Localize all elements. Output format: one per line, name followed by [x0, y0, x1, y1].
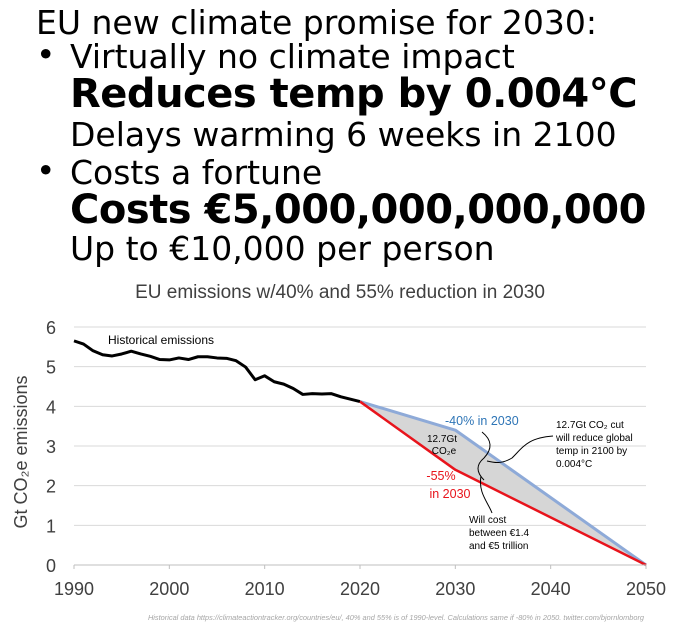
- cost-callout-line: [479, 475, 493, 514]
- bullet1-bold-claim: Reduces temp by 0.004°C: [70, 71, 638, 117]
- cut-label-line4: 0.004°C: [556, 459, 592, 470]
- x-tick-label: 2020: [340, 579, 380, 599]
- bullet-point: •: [36, 151, 56, 190]
- bullet2-heading: Costs a fortune: [70, 153, 323, 192]
- series-line-2: [359, 400, 647, 567]
- historical-label: Historical emissions: [108, 333, 214, 347]
- bullet1-subtext: Delays warming 6 weeks in 2100: [70, 115, 617, 154]
- bullet2-subtext: Up to €10,000 per person: [70, 229, 495, 268]
- bullet-point: •: [36, 35, 56, 74]
- cut-label-line2: will reduce global: [555, 433, 633, 444]
- emissions-chart: 0 1 2 3 4 5 6 1990 2000 2010 2020 2030 2040 2050 EU e…: [0, 268, 680, 626]
- x-tick-label: 2050: [626, 579, 666, 599]
- cut-label-line3: temp in 2100 by: [556, 446, 627, 457]
- cost-label-line2: between €1.4: [469, 528, 529, 539]
- gap-label-line2: CO₂e: [432, 446, 457, 457]
- y-tick-label: 2: [46, 477, 56, 497]
- y-tick-label: 3: [46, 437, 56, 457]
- chart-svg: 0 1 2 3 4 5 6 1990 2000 2010 2020 2030 2040 2050 EU e…: [11, 282, 666, 622]
- cut-label-line1: 12.7Gt CO₂ cut: [556, 420, 624, 431]
- bullet1-heading: Virtually no climate impact: [70, 37, 515, 76]
- y-tick-label: 0: [46, 556, 56, 576]
- chart-title: EU emissions w/40% and 55% reduction in …: [135, 282, 545, 303]
- x-tick-label: 1990: [54, 579, 94, 599]
- bullet2-bold-claim: Costs €5,000,000,000,000: [70, 187, 646, 233]
- cut-callout-line: [486, 435, 554, 464]
- x-tick-label: 2030: [435, 579, 475, 599]
- y-tick-label: 4: [46, 397, 56, 417]
- cost-label-line3: and €5 trillion: [469, 541, 528, 552]
- minus40-label: -40% in 2030: [445, 414, 519, 428]
- minus55-label-line2: in 2030: [429, 487, 470, 501]
- y-tick-label: 5: [46, 358, 56, 378]
- minus55-label-line1: -55%: [426, 469, 455, 483]
- series-line-0: [73, 339, 361, 404]
- y-tick-label: 6: [46, 318, 56, 338]
- x-tick-label: 2010: [245, 579, 285, 599]
- reduction-gap-area: [360, 401, 646, 565]
- x-tick-label: 2000: [149, 579, 189, 599]
- y-axis-label: Gt CO₂e emissions: [11, 375, 31, 528]
- headline-title: EU new climate promise for 2030:: [36, 3, 598, 42]
- gap-brace: [477, 431, 491, 481]
- gap-label-line1: 12.7Gt: [427, 434, 457, 445]
- y-tick-label: 1: [46, 516, 56, 536]
- series-line-1: [359, 400, 647, 567]
- x-tick-label: 2040: [531, 579, 571, 599]
- cost-label-line1: Will cost: [469, 515, 506, 526]
- source-footnote: Historical data https://climateactiontra…: [148, 613, 645, 622]
